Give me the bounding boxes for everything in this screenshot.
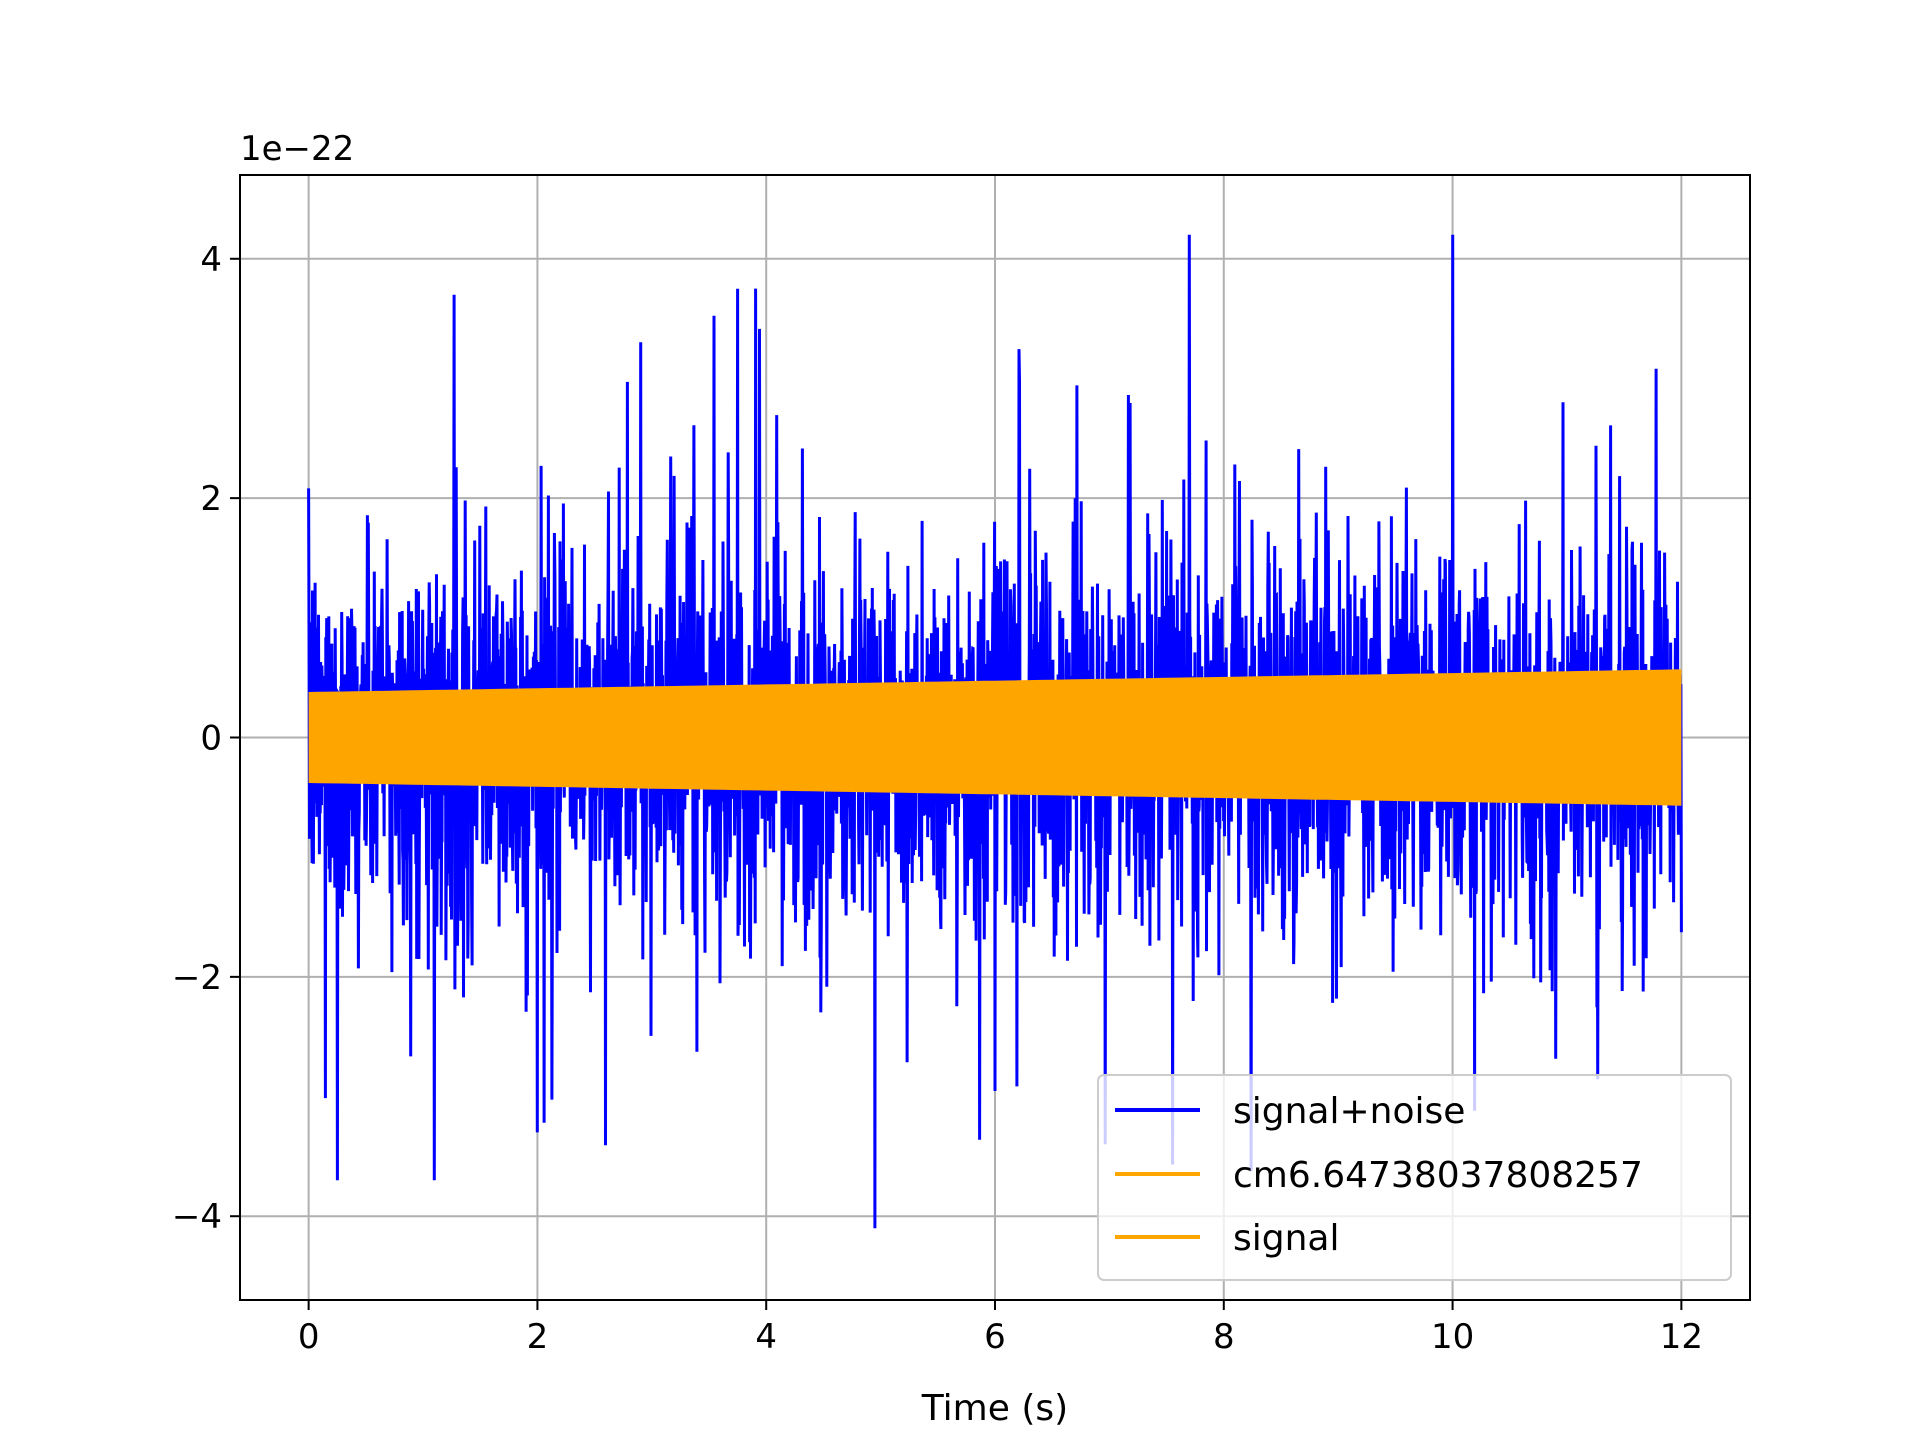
x-tick-label: 4 — [755, 1317, 777, 1357]
legend: signal+noise cm6.64738037808257 signal — [1097, 1074, 1732, 1281]
y-tick-label: −4 — [172, 1197, 222, 1237]
series-layer — [307, 234, 1683, 1229]
legend-label-cm: cm6.64738037808257 — [1233, 1155, 1643, 1196]
y-offset-label: 1e−22 — [240, 129, 354, 169]
legend-label-signal: signal — [1233, 1218, 1340, 1259]
y-tick-label: 0 — [200, 719, 222, 759]
x-tick-label: 0 — [298, 1317, 320, 1357]
x-tick-label: 10 — [1431, 1317, 1474, 1357]
y-tick-label: −2 — [172, 958, 222, 998]
x-axis-ticks: 0 2 4 6 8 10 12 — [298, 1300, 1703, 1357]
x-axis-label: Time (s) — [921, 1388, 1068, 1429]
x-tick-label: 2 — [527, 1317, 549, 1357]
x-tick-label: 12 — [1660, 1317, 1703, 1357]
y-axis-ticks: −4 −2 0 2 4 — [172, 240, 240, 1237]
legend-box — [1097, 1074, 1732, 1281]
y-tick-label: 2 — [200, 479, 222, 519]
x-tick-label: 6 — [984, 1317, 1006, 1357]
series-line-signal-noise — [307, 234, 1683, 1229]
legend-label-signal-noise: signal+noise — [1233, 1091, 1465, 1132]
x-tick-label: 8 — [1213, 1317, 1235, 1357]
series-band-signal — [308, 669, 1682, 806]
y-tick-label: 4 — [200, 240, 222, 280]
